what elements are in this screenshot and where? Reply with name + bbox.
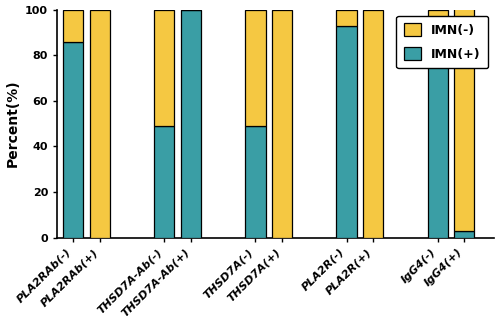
Bar: [454, 3, 474, 231]
Bar: [154, 126, 174, 238]
Legend: IMN(-), IMN(+): IMN(-), IMN(+): [396, 16, 488, 68]
Bar: [63, 41, 84, 238]
Bar: [363, 9, 383, 238]
Bar: [63, 9, 84, 41]
Bar: [336, 26, 356, 238]
Bar: [454, 231, 474, 238]
Bar: [181, 9, 201, 238]
Bar: [246, 126, 266, 238]
Bar: [428, 19, 448, 238]
Bar: [336, 9, 356, 26]
Bar: [246, 9, 266, 126]
Bar: [90, 9, 110, 238]
Bar: [272, 9, 292, 238]
Bar: [428, 9, 448, 19]
Bar: [154, 9, 174, 126]
Y-axis label: Percent(%): Percent(%): [6, 80, 20, 168]
